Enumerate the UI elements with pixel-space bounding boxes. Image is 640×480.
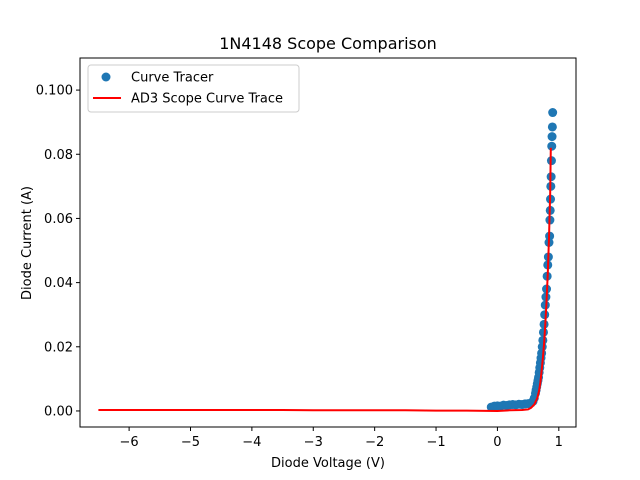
x-axis-label: Diode Voltage (V)	[271, 456, 385, 471]
axes-frame	[79, 57, 577, 428]
y-tick-label: 0.00	[44, 404, 73, 419]
legend-box	[87, 64, 300, 113]
legend-marker-scatter	[101, 72, 111, 82]
scatter-point	[547, 132, 557, 142]
legend: Curve Tracer AD3 Scope Curve Trace	[87, 64, 300, 113]
x-tick-label: 0	[493, 435, 501, 450]
x-tick-label: −1	[426, 435, 445, 450]
x-tick-label: −5	[181, 435, 200, 450]
y-tick-label: 0.02	[44, 340, 73, 355]
x-tick-label: −2	[365, 435, 384, 450]
legend-label: Curve Tracer	[131, 71, 214, 86]
scatter-point	[540, 300, 550, 310]
y-tick-label: 0.04	[44, 276, 73, 291]
y-tick-label: 0.08	[44, 148, 73, 163]
y-tick-label: 0.100	[36, 84, 73, 99]
scatter-point	[548, 108, 558, 118]
scatter-point	[539, 319, 549, 329]
scatter-point	[547, 122, 557, 132]
series-line	[98, 147, 552, 412]
plot-area	[79, 57, 577, 428]
x-tick-label: −6	[120, 435, 139, 450]
x-tick-label: −3	[304, 435, 323, 450]
scatter-point	[547, 141, 557, 151]
x-tick-label: −4	[242, 435, 261, 450]
x-tick-label: 1	[555, 435, 563, 450]
y-axis: 0.00 0.02 0.04 0.06 0.08 0.100	[36, 84, 80, 419]
scatter-point	[538, 335, 548, 345]
legend-label: AD3 Scope Curve Trace	[131, 92, 283, 107]
y-tick-label: 0.06	[44, 212, 73, 227]
x-axis: −6 −5 −4 −3 −2 −1 0 1	[120, 427, 563, 450]
scatter-point	[540, 310, 550, 320]
scatter-point	[538, 327, 548, 337]
chart-title: 1N4148 Scope Comparison	[219, 34, 437, 53]
y-axis-label: Diode Current (A)	[20, 186, 35, 300]
